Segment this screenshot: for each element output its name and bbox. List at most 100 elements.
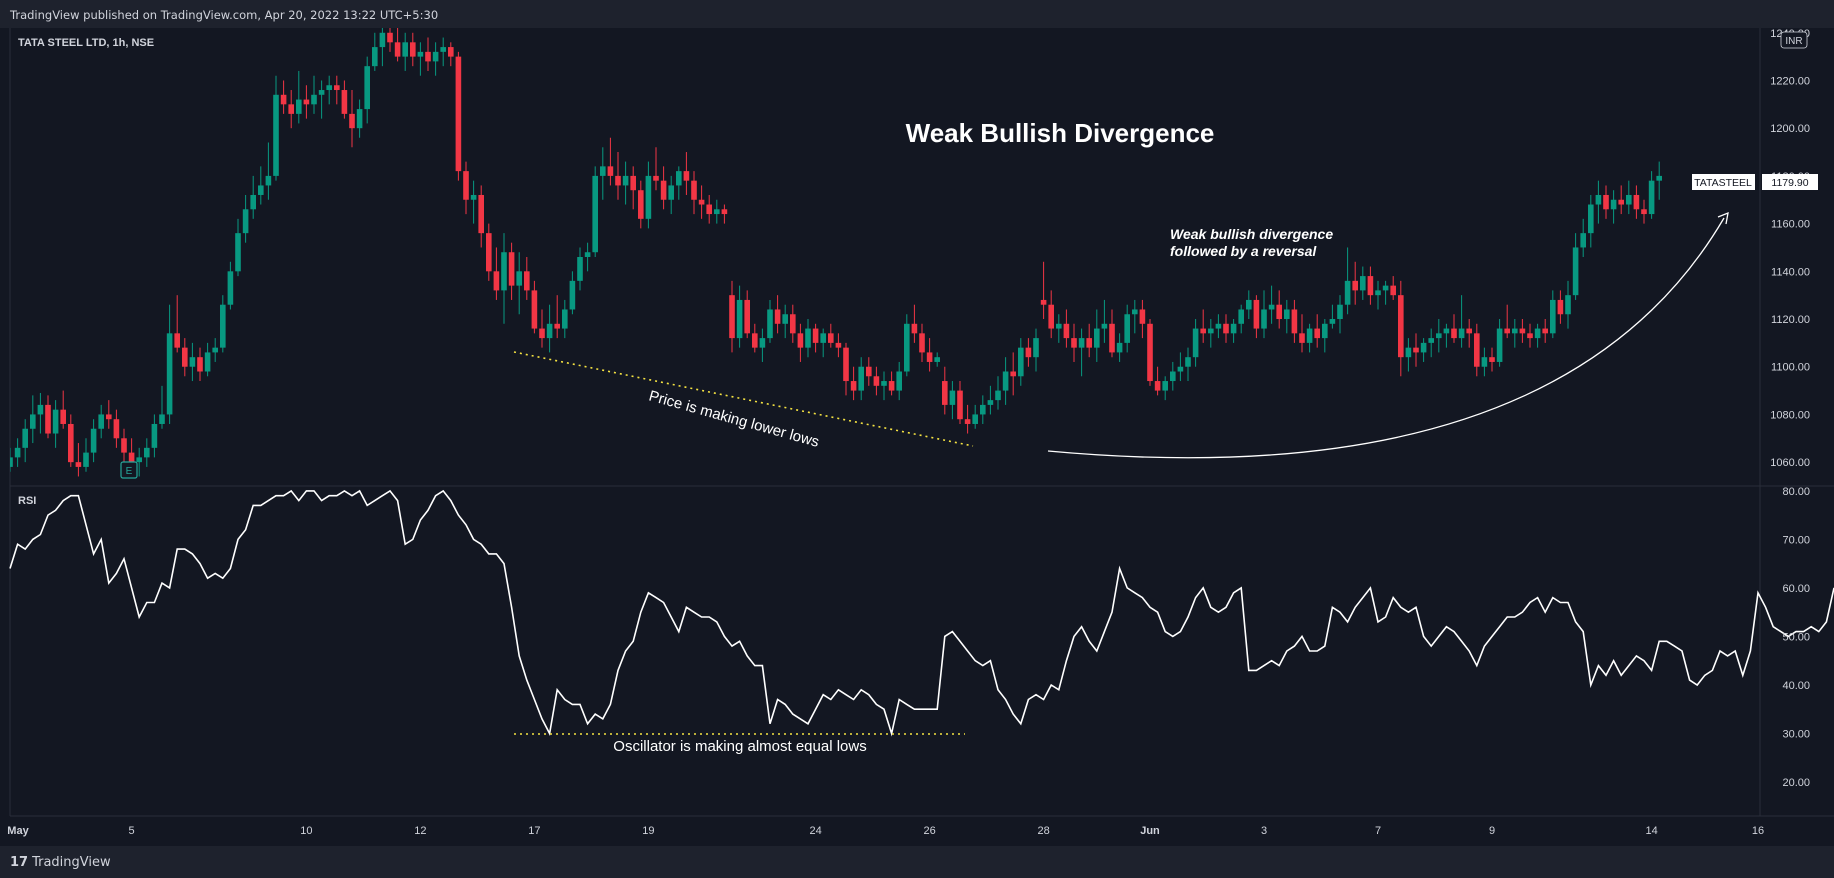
candle-body bbox=[182, 347, 188, 367]
candle-body bbox=[227, 271, 234, 305]
candle-body bbox=[790, 314, 796, 334]
candle-body bbox=[683, 171, 690, 181]
candle-body bbox=[463, 171, 469, 200]
candle-body bbox=[288, 104, 294, 114]
candle-body bbox=[425, 51, 431, 62]
candle-body bbox=[493, 271, 500, 291]
time-tick-label: 12 bbox=[414, 825, 426, 837]
candle-body bbox=[303, 99, 310, 105]
candle-body bbox=[68, 423, 74, 463]
tradingview-logo[interactable]: 17 TradingView bbox=[10, 855, 111, 870]
candle-body bbox=[615, 175, 621, 186]
chart-canvas[interactable]: 1060.001080.001100.001120.001140.001160.… bbox=[0, 28, 1834, 846]
candle-body bbox=[1147, 323, 1153, 382]
candle-body bbox=[75, 462, 82, 467]
candle-body bbox=[1519, 328, 1526, 334]
time-tick-label: Jun bbox=[1140, 825, 1160, 837]
candle-body bbox=[850, 381, 857, 391]
candle-body bbox=[30, 414, 36, 429]
candle-body bbox=[1557, 299, 1564, 315]
candle-body bbox=[1572, 247, 1579, 296]
publish-header: TradingView published on TradingView.com… bbox=[0, 0, 1834, 28]
candle-body bbox=[980, 404, 986, 415]
rsi-tick-label: 70.00 bbox=[1782, 534, 1810, 546]
candle-body bbox=[1063, 323, 1070, 339]
candle-body bbox=[121, 438, 127, 453]
candle-body bbox=[1261, 309, 1267, 329]
earnings-marker-letter: E bbox=[126, 466, 133, 477]
candle-body bbox=[1337, 304, 1343, 320]
price-tick-label: 1140.00 bbox=[1771, 266, 1810, 278]
candle-body bbox=[197, 357, 203, 372]
currency-badge[interactable] bbox=[1780, 31, 1808, 49]
candle-body bbox=[1322, 323, 1328, 339]
candle-body bbox=[1466, 328, 1472, 334]
oscillator-note: Oscillator is making almost equal lows bbox=[613, 738, 866, 755]
time-tick-label: 7 bbox=[1375, 825, 1381, 837]
candle-body bbox=[1656, 175, 1662, 181]
candle-body bbox=[402, 42, 408, 57]
candle-body bbox=[516, 271, 522, 286]
rsi-axis[interactable]: 20.00 30.00 40.00 50.00 60.00 70.00 80.00 bbox=[1782, 486, 1810, 789]
candle-body bbox=[470, 194, 477, 200]
candle-body bbox=[607, 166, 614, 176]
candle-body bbox=[265, 175, 272, 186]
candle-body bbox=[622, 175, 629, 186]
candle-body bbox=[1451, 328, 1457, 339]
candle-body bbox=[706, 204, 712, 215]
time-tick-label: 17 bbox=[528, 825, 540, 837]
candle-body bbox=[1215, 323, 1222, 329]
candle-body bbox=[1284, 309, 1290, 320]
candle-body bbox=[653, 175, 659, 181]
candle-body bbox=[1610, 199, 1617, 210]
candle-body bbox=[394, 42, 401, 57]
candle-body bbox=[220, 304, 226, 348]
candle-body bbox=[1040, 299, 1047, 305]
candle-body bbox=[432, 51, 439, 62]
price-pane[interactable] bbox=[7, 28, 1662, 477]
candle-body bbox=[1420, 342, 1427, 353]
candle-body bbox=[1230, 323, 1237, 334]
candle-body bbox=[14, 447, 21, 458]
candle-body bbox=[1268, 304, 1275, 310]
price-lower-lows-line[interactable] bbox=[513, 351, 974, 447]
candle-body bbox=[334, 85, 340, 91]
candle-body bbox=[1071, 338, 1077, 348]
price-tick-label: 1160.00 bbox=[1771, 219, 1810, 231]
price-tick-label: 1060.00 bbox=[1770, 457, 1810, 469]
candle-body bbox=[1390, 285, 1396, 296]
time-axis[interactable]: May 5 10 12 17 19 24 26 28 Jun 3 7 9 14 16 bbox=[7, 825, 1764, 837]
candle-body bbox=[1633, 194, 1640, 210]
candle-body bbox=[843, 347, 849, 382]
candle-body bbox=[204, 352, 211, 372]
candle-body bbox=[1246, 299, 1252, 310]
rsi-pane[interactable] bbox=[9, 489, 1834, 737]
price-tick-label: 1220.00 bbox=[1770, 75, 1810, 87]
candle-body bbox=[326, 85, 332, 91]
rsi-tick-label: 60.00 bbox=[1782, 583, 1810, 595]
candle-body bbox=[744, 299, 750, 334]
candle-body bbox=[1489, 357, 1495, 362]
earnings-marker-icon[interactable] bbox=[120, 461, 138, 479]
candle-body bbox=[280, 94, 287, 105]
candle-body bbox=[1382, 285, 1389, 291]
candle-body bbox=[52, 409, 59, 434]
candle-body bbox=[820, 333, 826, 343]
candle-body bbox=[273, 94, 279, 176]
candle-body bbox=[1124, 314, 1130, 343]
candle-body bbox=[1595, 194, 1602, 205]
candle-body bbox=[318, 90, 325, 95]
candle-body bbox=[242, 209, 249, 234]
candle-body bbox=[600, 166, 606, 176]
candle-body bbox=[1094, 328, 1100, 348]
candle-body bbox=[144, 447, 150, 458]
candle-body bbox=[1177, 366, 1184, 372]
candle-body bbox=[1253, 299, 1260, 329]
candle-body bbox=[1002, 371, 1009, 391]
candle-body bbox=[676, 171, 682, 186]
candle-body bbox=[98, 414, 104, 429]
time-tick-label: 26 bbox=[923, 825, 935, 837]
reversal-arc[interactable] bbox=[1047, 217, 1725, 459]
candle-body bbox=[1010, 371, 1016, 377]
time-tick-label: 16 bbox=[1752, 825, 1764, 837]
